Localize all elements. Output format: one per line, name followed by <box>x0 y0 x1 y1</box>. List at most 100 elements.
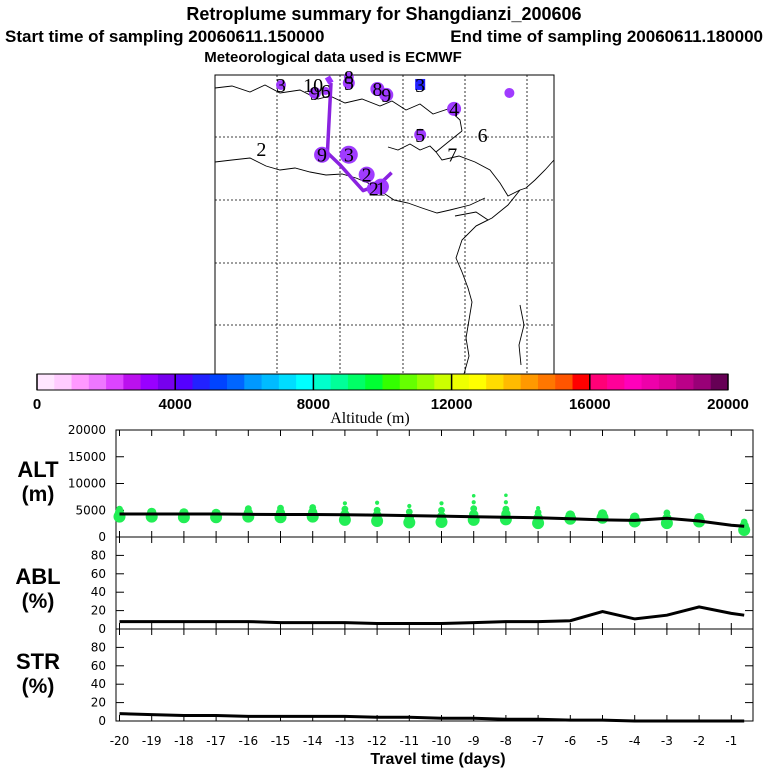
x-tick-label: -12 <box>367 734 387 748</box>
altitude-point <box>407 503 412 509</box>
x-tick-label: -19 <box>142 734 162 748</box>
altitude-point <box>536 506 541 511</box>
y-tick-label: 10000 <box>68 477 106 491</box>
colorbar-cell <box>468 374 487 390</box>
cluster-blob <box>372 178 389 195</box>
y-tick-label: 0 <box>98 714 106 728</box>
x-tick-label: -14 <box>303 734 323 748</box>
colorbar-cell <box>244 374 263 390</box>
x-tick-label: -6 <box>564 734 576 748</box>
cluster-blob <box>276 79 287 90</box>
y-tick-label: 0 <box>98 622 106 636</box>
colorbar-cell <box>88 374 107 390</box>
y-tick-label: 40 <box>91 585 106 599</box>
altitude-panel-title: ALT <box>17 457 59 482</box>
y-tick-label: 20 <box>91 604 106 618</box>
start-time-label: Start time of sampling 20060611.150000 <box>5 27 324 46</box>
colorbar-cell <box>227 374 245 390</box>
altitude-point <box>740 518 748 526</box>
colorbar-cell <box>555 374 574 390</box>
altitude-point <box>375 500 380 505</box>
y-tick-label: 20000 <box>68 423 106 437</box>
x-tick-label: -7 <box>532 734 544 748</box>
altitude-point <box>534 508 542 516</box>
colorbar-cell <box>140 374 159 390</box>
altitude-point <box>439 501 444 506</box>
cluster-label: 4 <box>449 99 459 121</box>
colorbar-cell <box>520 374 539 390</box>
y-tick-label: 80 <box>91 548 106 562</box>
cluster-blob <box>339 145 358 164</box>
met-data-label: Meteorological data used is ECMWF <box>204 49 462 66</box>
x-tick-label: -16 <box>238 734 258 748</box>
str-panel-unit: (%) <box>22 675 55 698</box>
y-tick-label: 20 <box>91 696 106 710</box>
cluster-label: 6 <box>478 125 488 147</box>
colorbar-cell <box>451 374 470 390</box>
str-panel-title: STR <box>16 649 60 674</box>
colorbar-cell <box>607 374 625 390</box>
colorbar-tick-label: 4000 <box>159 396 192 413</box>
cluster-blob <box>308 86 321 99</box>
x-tick-label: -1 <box>725 734 737 748</box>
colorbar-cell <box>347 374 366 390</box>
altitude-point <box>438 506 445 514</box>
cluster-blob <box>447 101 462 116</box>
chart-title: Retroplume summary for Shangdianzi_20060… <box>186 4 581 24</box>
map-frame <box>214 74 555 375</box>
str-line <box>119 712 745 723</box>
y-tick-label: 60 <box>91 659 106 673</box>
y-tick-label: 40 <box>91 677 106 691</box>
colorbar-cell <box>658 374 677 390</box>
y-tick-label: 80 <box>91 640 106 654</box>
cluster-label: 3 <box>276 75 286 97</box>
cluster-blob-blue <box>415 78 426 90</box>
trajectory-origin-segment <box>324 75 334 85</box>
altitude-point <box>504 493 508 498</box>
x-axis-label: Travel time (days) <box>370 751 505 768</box>
colorbar-cell <box>572 374 591 390</box>
altitude-point <box>597 509 608 519</box>
colorbar-cell <box>106 374 124 390</box>
altitude-point <box>342 501 347 506</box>
altitude-panel-unit: (m) <box>22 483 55 506</box>
altitude-point <box>277 504 284 512</box>
altitude-point <box>663 509 671 517</box>
abl-line <box>119 605 745 625</box>
altitude-colorbar: 0 4000 8000 12000 16000 20000 Altitude (m) <box>33 373 749 427</box>
x-tick-label: -8 <box>500 734 512 748</box>
colorbar-cell <box>296 374 314 390</box>
x-tick-label: -13 <box>335 734 355 748</box>
cluster-blob <box>379 87 394 102</box>
colorbar-cell <box>693 374 712 390</box>
colorbar-cell <box>641 374 660 390</box>
colorbar-cell <box>434 374 453 390</box>
end-time-label: End time of sampling 20060611.180000 <box>450 27 763 46</box>
cluster-label: 5 <box>415 125 425 147</box>
str-panel-frame <box>115 628 754 722</box>
altitude-point <box>341 505 349 513</box>
colorbar-cell <box>37 374 55 390</box>
cluster-label: 1 <box>376 179 386 201</box>
colorbar-tick-label: 0 <box>33 396 41 413</box>
cluster-label: 2 <box>369 179 379 201</box>
colorbar-tick-label: 20000 <box>707 396 749 413</box>
cluster-label: 6 <box>321 81 331 103</box>
abl-panel: ABL (%) 0 20 40 60 80 <box>15 536 754 636</box>
cluster-blob <box>358 166 375 183</box>
cluster-blob <box>314 146 331 163</box>
colorbar-cell <box>261 374 280 390</box>
y-tick-label: 15000 <box>68 450 106 464</box>
x-tick-label: -17 <box>206 734 226 748</box>
altitude-point <box>309 504 317 511</box>
colorbar-cell <box>157 374 176 390</box>
x-tick-label: -10 <box>432 734 452 748</box>
colorbar-cell <box>537 374 556 390</box>
colorbar-cell <box>503 374 522 390</box>
colorbar-cell <box>676 374 694 390</box>
colorbar-label: Altitude (m) <box>330 410 410 427</box>
colorbar-cell <box>330 374 349 390</box>
